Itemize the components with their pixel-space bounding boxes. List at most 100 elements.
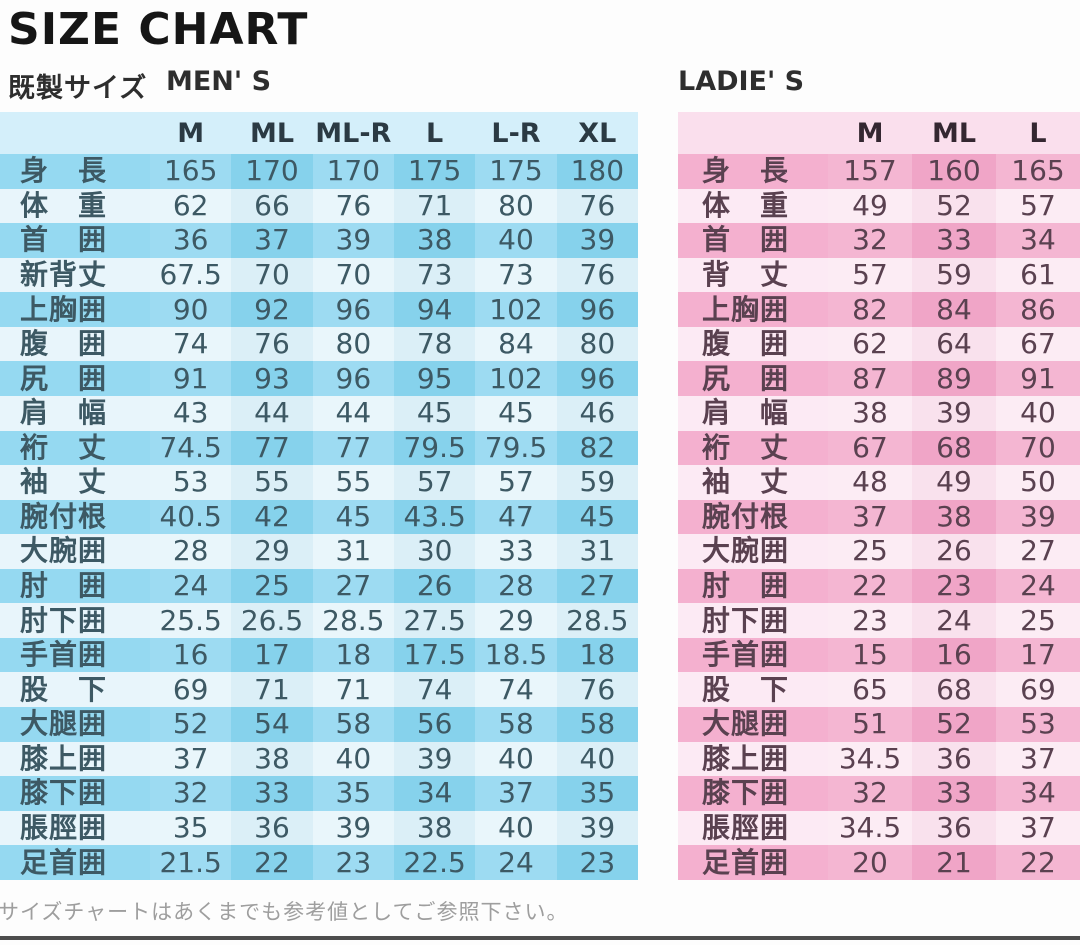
measurement-label: 首 囲 — [678, 223, 828, 258]
size-value-cell: 61 — [996, 257, 1080, 293]
measurement-label: 体 重 — [0, 188, 150, 224]
size-value-cell: 36 — [231, 810, 313, 846]
size-value-cell: 46 — [556, 395, 638, 431]
size-value-cell: 57 — [996, 188, 1080, 224]
table-row: 首 囲 36 37 39 38 40 39 — [0, 223, 638, 258]
size-value-cell: 40 — [312, 741, 394, 777]
size-value-cell: 22 — [231, 845, 313, 880]
size-value-cell: 79.5 — [475, 430, 557, 466]
measurement-label: 肩 幅 — [678, 395, 828, 431]
size-value-cell: 77 — [231, 430, 313, 466]
size-value-cell: 94 — [393, 292, 476, 327]
size-value-cell: 57 — [475, 465, 557, 500]
table-row: 体 重 49 52 57 — [678, 188, 1080, 224]
size-value-cell: 39 — [556, 223, 638, 258]
measurement-label: 膝下囲 — [678, 776, 828, 811]
measurement-label: 身 長 — [678, 154, 828, 189]
size-value-cell: 28 — [475, 568, 557, 604]
measurement-label: 膝下囲 — [0, 776, 150, 811]
table-row: 大腿囲 52 54 58 56 58 58 — [0, 707, 638, 742]
size-value-cell: 69 — [996, 672, 1080, 707]
table-row: 尻 囲 91 93 96 95 102 96 — [0, 361, 638, 396]
size-value-cell: 53 — [150, 465, 232, 500]
size-value-cell: 165 — [996, 154, 1080, 189]
size-value-cell: 23 — [828, 603, 912, 638]
measurement-label: 上胸囲 — [0, 292, 150, 327]
size-value-cell: 55 — [231, 465, 313, 500]
size-value-cell: 17 — [996, 637, 1080, 673]
size-value-cell: 43 — [150, 395, 232, 431]
size-value-cell: 39 — [312, 810, 394, 846]
measurement-label: 腹 囲 — [678, 326, 828, 362]
size-value-cell: 22 — [996, 845, 1080, 880]
size-value-cell: 71 — [312, 672, 394, 707]
size-value-cell: 67 — [828, 430, 912, 466]
size-value-cell: 39 — [996, 499, 1080, 535]
size-value-cell: 86 — [996, 292, 1080, 327]
size-value-cell: 20 — [828, 845, 912, 880]
size-value-cell: 38 — [828, 395, 912, 431]
size-value-cell: 82 — [828, 292, 912, 327]
size-value-cell: 18.5 — [475, 637, 557, 673]
size-value-cell: 45 — [393, 395, 476, 431]
table-row: 腹 囲 62 64 67 — [678, 326, 1080, 362]
measurement-label: 足首囲 — [678, 845, 828, 880]
size-value-cell: 40 — [475, 223, 557, 258]
size-value-cell: 68 — [912, 430, 996, 466]
size-value-cell: 24 — [996, 568, 1080, 604]
size-column-header: ML — [931, 117, 977, 149]
measurement-label: 身 長 — [0, 154, 150, 189]
size-value-cell: 22 — [828, 568, 912, 604]
size-value-cell: 33 — [475, 534, 557, 569]
size-value-cell: 53 — [996, 707, 1080, 742]
size-value-cell: 76 — [556, 672, 638, 707]
size-value-cell: 31 — [312, 534, 394, 569]
mens-size-table: M ML ML-R L L-R XL 身 長 165 170 170 175 175 180 体 重 62 6… — [0, 112, 638, 880]
size-value-cell: 84 — [912, 292, 996, 327]
size-column-header: ML — [249, 117, 295, 149]
measurement-label: 裄 丈 — [678, 430, 828, 466]
size-value-cell: 40.5 — [150, 499, 232, 535]
size-value-cell: 74 — [475, 672, 557, 707]
size-value-cell: 25 — [828, 534, 912, 569]
table-row: 背 丈 57 59 61 — [678, 257, 1080, 293]
measurement-label: 股 下 — [0, 672, 150, 707]
size-value-cell: 102 — [475, 292, 557, 327]
measurement-label: 体 重 — [678, 188, 828, 224]
size-value-cell: 30 — [393, 534, 476, 569]
ladies-size-table: M ML L 身 長 157 160 165 体 重 49 52 57 首 囲 32 33 34 背 丈 57 5… — [678, 112, 1080, 880]
size-value-cell: 170 — [231, 154, 313, 189]
corner-cell — [0, 112, 150, 154]
size-value-cell: 26 — [393, 568, 476, 604]
size-value-cell: 58 — [312, 707, 394, 742]
size-value-cell: 74 — [393, 672, 476, 707]
table-row: 大腿囲 51 52 53 — [678, 707, 1080, 742]
size-value-cell: 70 — [312, 257, 394, 293]
size-value-cell: 24 — [475, 845, 557, 880]
measurement-label: 袖 丈 — [678, 465, 828, 500]
size-value-cell: 56 — [393, 707, 476, 742]
size-value-cell: 18 — [556, 637, 638, 673]
size-value-cell: 24 — [150, 568, 232, 604]
size-value-cell: 25.5 — [150, 603, 232, 638]
page-title: SIZE CHART — [8, 4, 309, 55]
size-value-cell: 43.5 — [393, 499, 476, 535]
size-value-cell: 68 — [912, 672, 996, 707]
size-value-cell: 70 — [231, 257, 313, 293]
size-value-cell: 73 — [393, 257, 476, 293]
size-value-cell: 175 — [475, 154, 557, 189]
size-value-cell: 96 — [312, 361, 394, 396]
size-value-cell: 84 — [475, 326, 557, 362]
table-row: 大腕囲 28 29 31 30 33 31 — [0, 534, 638, 569]
measurement-label: 腹 囲 — [0, 326, 150, 362]
size-value-cell: 42 — [231, 499, 313, 535]
size-value-cell: 45 — [312, 499, 394, 535]
size-value-cell: 23 — [912, 568, 996, 604]
table-row: 大腕囲 25 26 27 — [678, 534, 1080, 569]
size-value-cell: 96 — [556, 361, 638, 396]
table-row: 上胸囲 90 92 96 94 102 96 — [0, 292, 638, 327]
table-row: 新背丈 67.5 70 70 73 73 76 — [0, 257, 638, 293]
size-column-header: XL — [578, 117, 617, 149]
size-value-cell: 39 — [912, 395, 996, 431]
size-value-cell: 36 — [912, 741, 996, 777]
